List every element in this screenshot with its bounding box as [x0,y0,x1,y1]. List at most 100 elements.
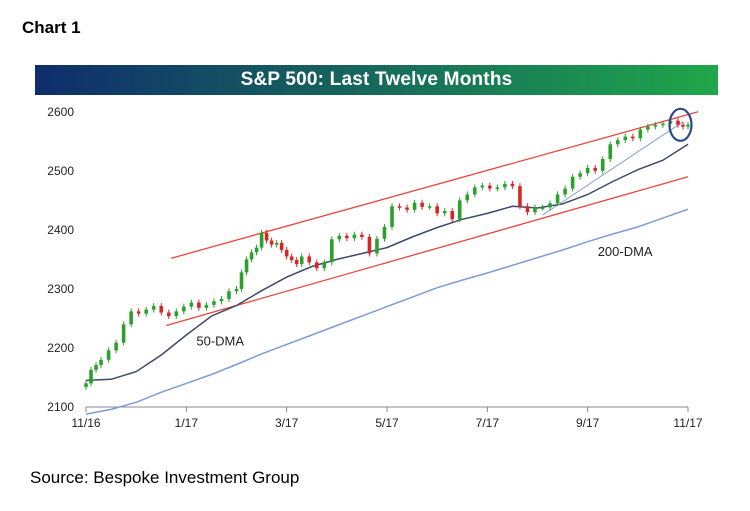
candle-body [330,239,334,263]
candle-body [234,288,239,292]
candle-body [337,235,342,240]
candle-body [144,309,148,314]
chart-title: S&P 500: Last Twelve Months [240,69,513,90]
candle-body [254,247,259,253]
candle-body [314,262,319,269]
candle-body [307,256,312,263]
candle-body [284,249,289,257]
candle-body [623,136,628,141]
candle-body [212,301,216,305]
candle-body [289,256,294,260]
candle-body [322,262,327,269]
candle-body [204,304,209,308]
candle-body [197,302,201,308]
candle-body [681,124,685,127]
candle-body [375,238,379,254]
candle-body [151,306,156,310]
annotation-label: 200-DMA [598,244,653,259]
candle-body [106,350,111,360]
y-tick-label: 2300 [47,282,74,296]
candle-body [495,187,500,189]
candle-body [518,186,522,207]
candle-body [646,126,650,130]
candle-body [382,226,387,239]
candle-body [578,173,582,177]
dma50-line [85,143,689,382]
candle-body [435,206,439,214]
candle-body [99,359,103,366]
candle-body [570,176,575,189]
candle-body [352,234,357,239]
x-tick-label: 11/16 [71,416,100,430]
upper-channel-line [171,111,699,259]
candle-body [182,306,186,312]
candle-body [360,234,364,237]
candle-body [457,200,462,220]
candle-body [661,123,665,126]
candle-body [84,383,88,387]
candle-body [608,144,613,160]
candle-body [121,324,126,343]
candle-body [159,306,164,313]
candle-body [548,203,552,208]
candle-body [94,365,98,370]
candle-body [525,206,530,213]
candle-body [593,167,597,171]
candle-body [450,210,455,220]
candle-body [89,369,93,384]
candle-body [166,312,171,317]
candle-body [397,206,402,208]
candle-body [174,311,179,317]
candle-body [503,183,507,188]
y-tick-label: 2500 [47,164,74,178]
candle-body [555,194,560,204]
candle-body [540,207,545,209]
candle-body [427,206,432,208]
candle-body [274,242,279,245]
candle-body [563,188,567,195]
x-tick-label: 9/17 [576,416,600,430]
x-tick-label: 3/17 [275,416,299,430]
candle-body [114,342,118,351]
candle-body [405,207,409,210]
candle-body [129,311,133,325]
candle-body [686,124,690,127]
candle-body [269,240,274,245]
lower-channel-line [166,176,689,327]
candle-body [442,210,447,214]
candle-body [600,159,605,171]
candle-body [390,206,394,227]
candle-body [345,235,349,239]
candle-body [465,194,470,201]
chart-title-bar: S&P 500: Last Twelve Months [35,65,718,95]
y-tick-label: 2200 [47,341,74,355]
highlight-circle [668,107,693,142]
y-tick-label: 2600 [47,105,74,119]
candle-body [299,256,304,265]
candle-body [219,298,224,302]
candle-body [533,207,537,213]
candle-body [480,185,485,188]
candle-body [585,167,590,174]
x-tick-label: 11/17 [673,416,702,430]
candle-body [259,232,264,248]
candle-body [244,259,249,273]
x-tick-label: 7/17 [476,416,500,430]
source-note: Source: Bespoke Investment Group [30,468,300,487]
chart-label: Chart 1 [22,18,81,37]
short-trendline [542,121,684,216]
candle-body [189,302,194,307]
candle-body [653,124,658,127]
candle-body [638,129,643,139]
candle-body [412,202,417,210]
candle-body [631,136,635,139]
candle-body [615,140,620,145]
candle-body [367,236,372,254]
candle-body [488,185,492,189]
candle-body [227,291,231,299]
candle-body [472,187,477,195]
x-tick-label: 5/17 [375,416,399,430]
candle-body [279,242,284,250]
candle-body [294,259,299,265]
